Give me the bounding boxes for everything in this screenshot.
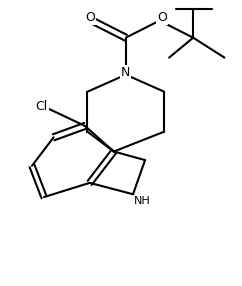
Text: N: N bbox=[121, 66, 130, 79]
Text: O: O bbox=[157, 11, 167, 24]
Text: O: O bbox=[85, 11, 95, 24]
Text: NH: NH bbox=[134, 196, 151, 206]
Text: Cl: Cl bbox=[36, 100, 48, 112]
